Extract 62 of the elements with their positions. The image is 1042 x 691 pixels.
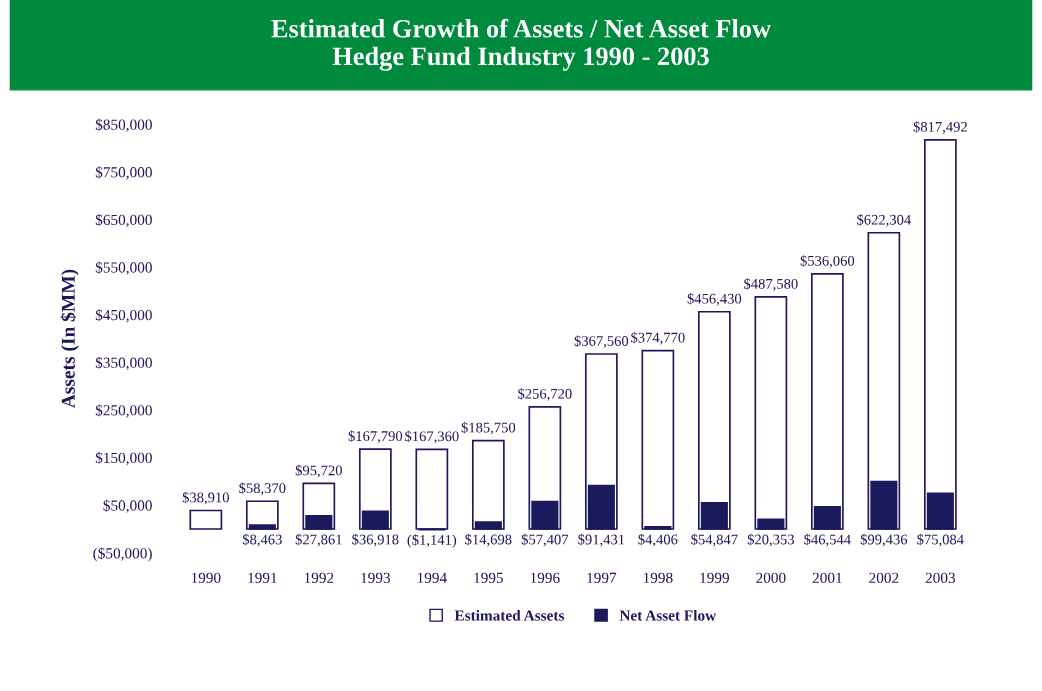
data-label: $487,580 xyxy=(744,278,798,291)
data-label: $8,463 xyxy=(242,533,282,547)
data-label: $185,750 xyxy=(461,421,516,435)
data-label: $57,407 xyxy=(521,533,569,547)
y-tick-label: $550,000 xyxy=(95,261,152,275)
data-label: $20,353 xyxy=(747,533,794,547)
data-label: $91,431 xyxy=(578,533,625,547)
legend-label: Net Asset Flow xyxy=(619,609,717,621)
x-tick-label: 2003 xyxy=(925,572,956,583)
chart-title: Estimated Growth of Assets / Net Asset Flow Hedge Fund Industry 1990 - 2003 xyxy=(271,18,771,71)
x-tick-label: 1991 xyxy=(248,572,277,583)
data-label: $38,910 xyxy=(182,491,229,505)
data-label: $75,084 xyxy=(917,533,964,547)
data-label: $36,918 xyxy=(352,533,399,547)
data-label: $367,560 xyxy=(574,335,629,349)
y-tick-label: $350,000 xyxy=(95,356,152,371)
data-label: $58,370 xyxy=(239,482,286,496)
data-label: $456,430 xyxy=(687,292,742,306)
x-tick-label: 2001 xyxy=(812,572,842,583)
legend-label: Estimated Assets xyxy=(454,609,565,621)
x-tick-label: 1994 xyxy=(417,572,447,583)
data-label: $99,436 xyxy=(860,533,908,547)
x-tick-label: 1993 xyxy=(361,572,391,583)
data-label: $27,861 xyxy=(295,533,342,547)
x-tick-label: 1997 xyxy=(587,572,617,583)
y-tick-label: $850,000 xyxy=(95,118,152,133)
x-tick-label: 2002 xyxy=(869,572,899,583)
data-label: $374,770 xyxy=(631,331,685,345)
data-label: $167,790 xyxy=(348,430,403,444)
y-tick-label: $450,000 xyxy=(95,309,152,323)
y-tick-label: $250,000 xyxy=(95,404,152,418)
data-label: $54,847 xyxy=(691,533,738,547)
x-tick-label: 1990 xyxy=(191,572,221,583)
bar xyxy=(189,509,223,530)
y-tick-label: $750,000 xyxy=(95,166,152,180)
bar xyxy=(923,139,957,530)
x-tick-label: 1996 xyxy=(530,572,560,583)
x-tick-label: 2000 xyxy=(756,572,786,583)
y-tick-label: $150,000 xyxy=(95,451,152,466)
bar xyxy=(471,439,505,530)
y-tick-label: ($50,000) xyxy=(93,547,152,562)
data-label: $4,406 xyxy=(638,533,678,547)
data-label: $817,492 xyxy=(913,121,967,134)
data-label: $167,360 xyxy=(405,430,459,444)
x-tick-label: 1992 xyxy=(304,572,334,583)
data-label: $536,060 xyxy=(800,255,855,268)
x-tick-label: 1995 xyxy=(474,572,504,583)
y-tick-label: $650,000 xyxy=(95,213,152,228)
bar xyxy=(754,296,788,530)
data-label: $622,304 xyxy=(857,213,911,227)
y-axis-title: Assets (In $MM) xyxy=(60,269,79,409)
data-label: ($1,141) xyxy=(407,534,457,548)
bar xyxy=(810,272,844,530)
y-tick-label: $50,000 xyxy=(103,499,152,513)
data-label: $46,544 xyxy=(804,533,851,547)
x-tick-label: 1999 xyxy=(700,572,730,583)
bar xyxy=(415,448,449,530)
bar xyxy=(641,349,675,530)
x-tick-label: 1998 xyxy=(643,572,673,583)
data-label: $14,698 xyxy=(465,533,512,547)
data-label: $256,720 xyxy=(518,387,572,401)
data-label: $95,720 xyxy=(295,464,342,478)
